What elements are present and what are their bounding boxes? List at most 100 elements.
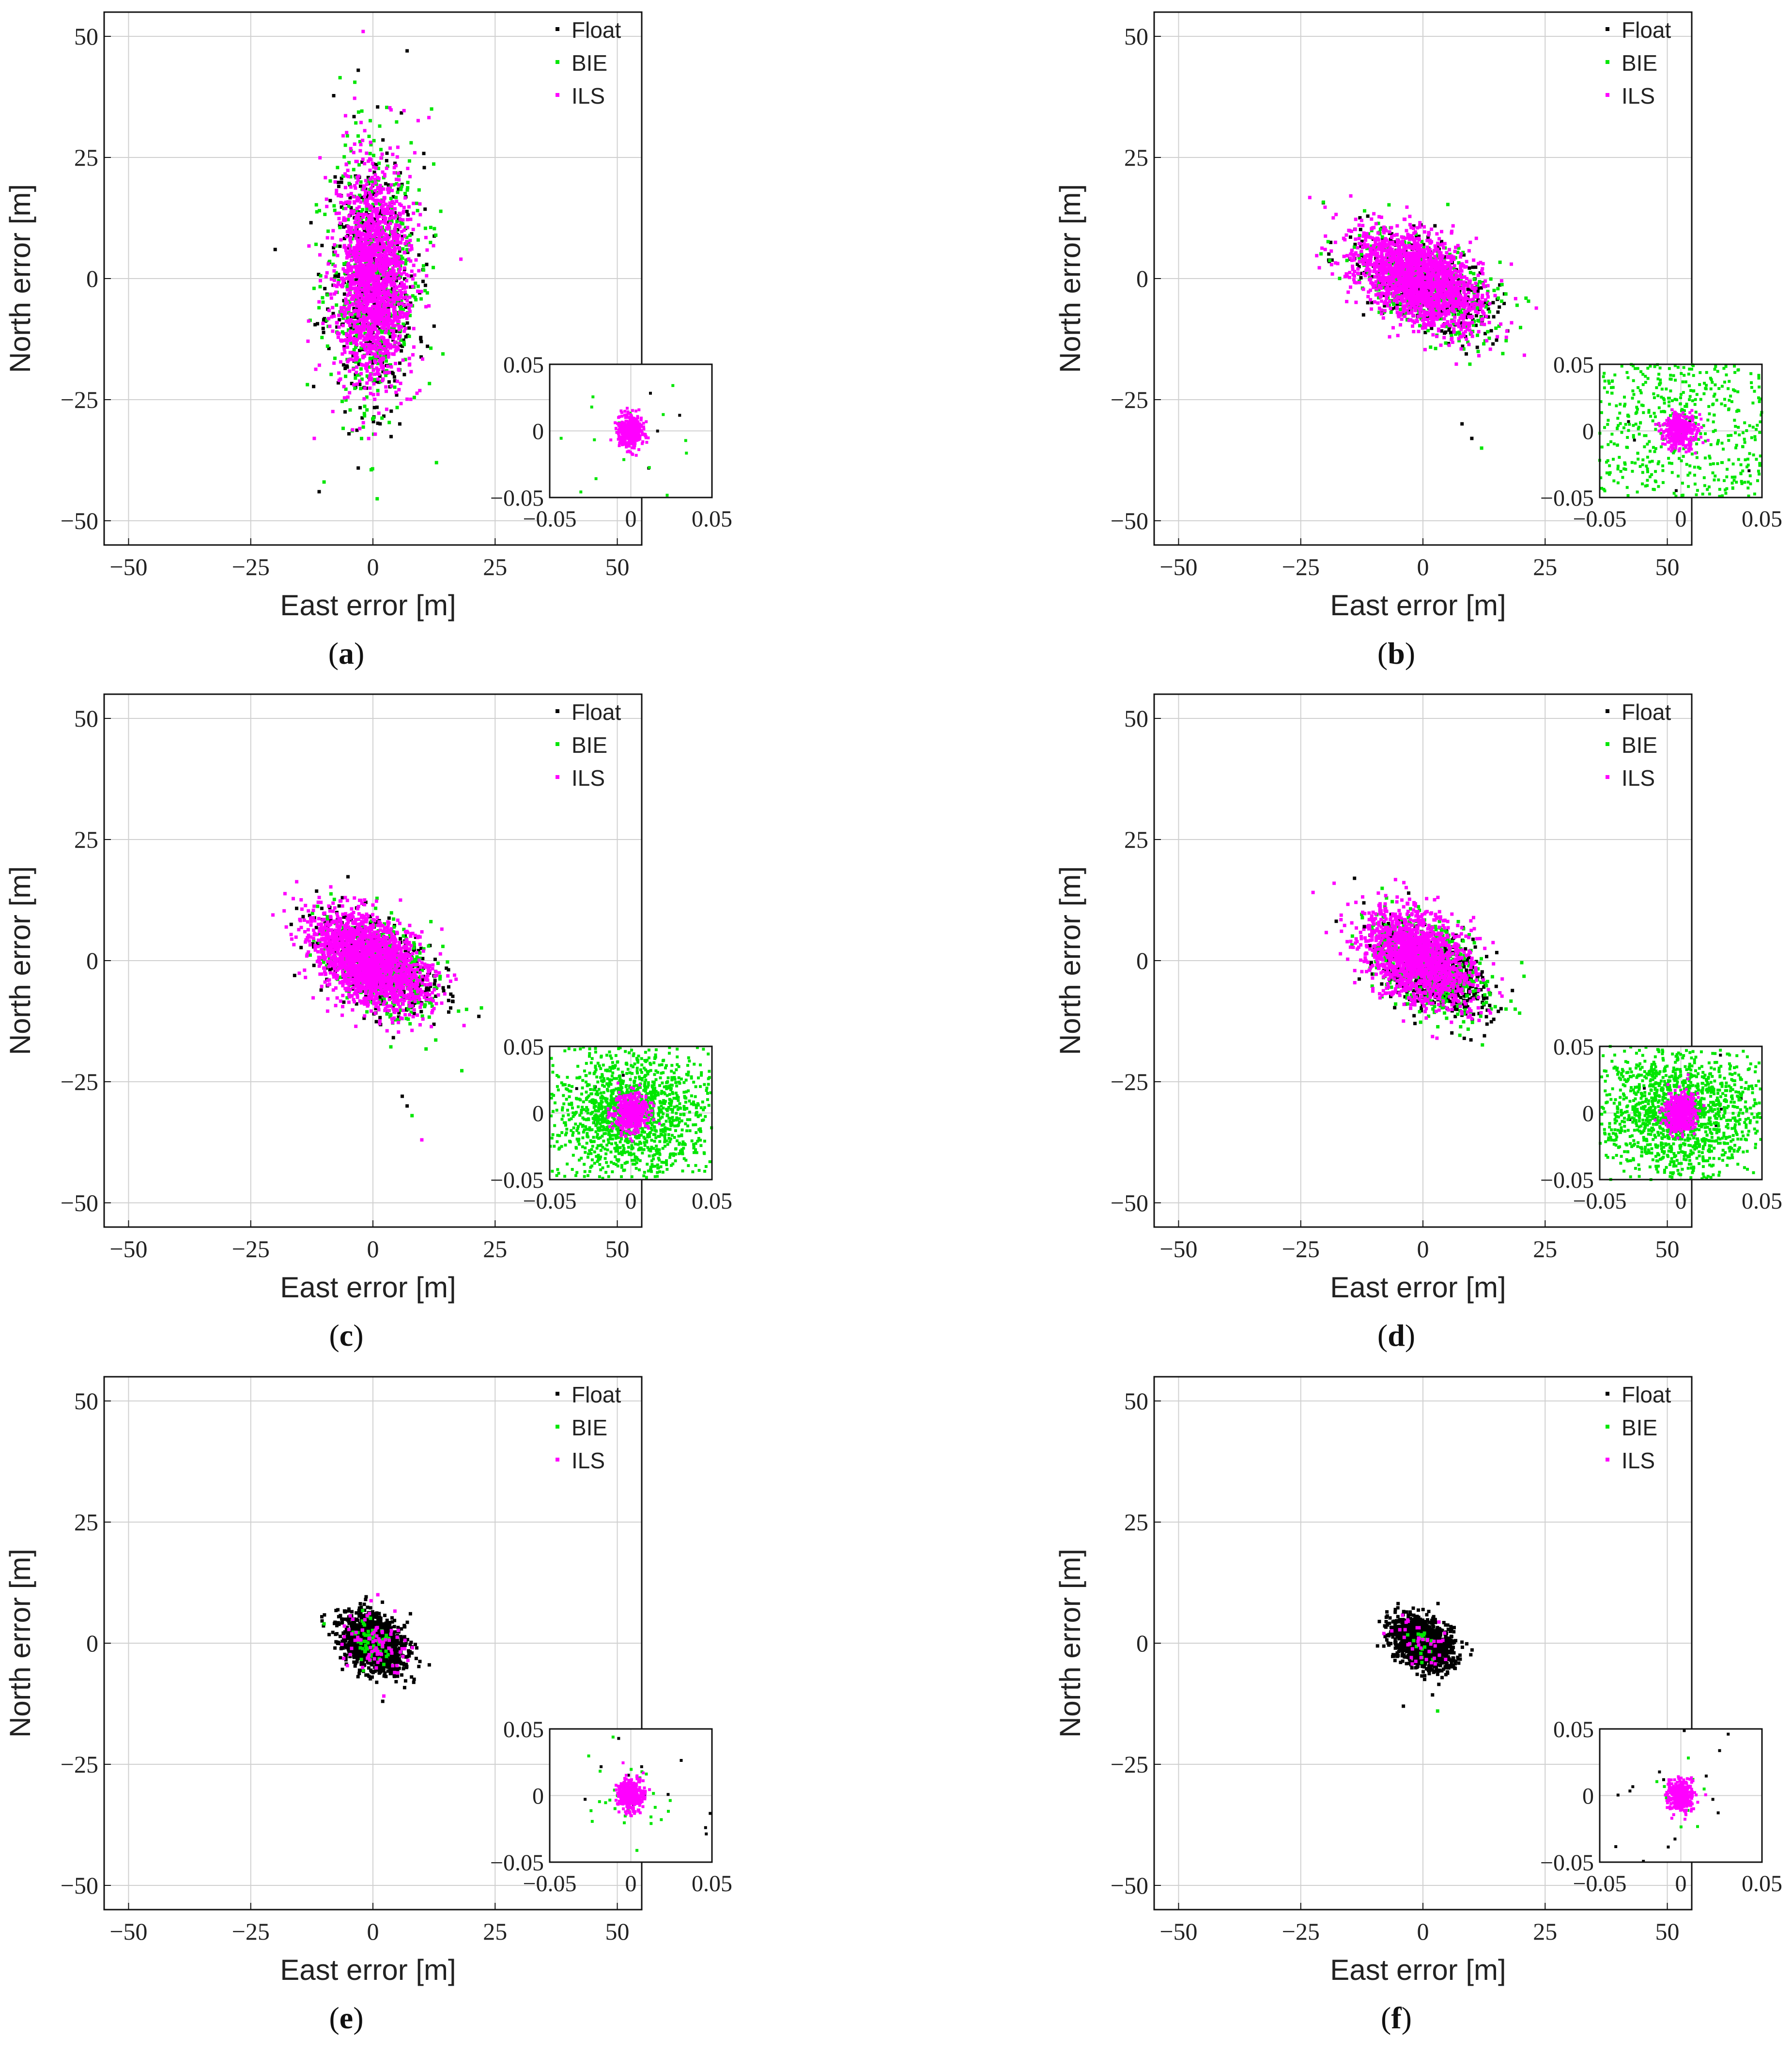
legend: Float BIE ILS (1606, 17, 1671, 109)
scatter-outlier (1460, 422, 1464, 426)
y-tick-label: 50 (1124, 705, 1148, 732)
scatter-outlier (401, 1094, 404, 1098)
inset-series-bie (1598, 363, 1763, 498)
x-tick-label: −50 (109, 1235, 147, 1262)
legend-marker-ils (556, 93, 559, 97)
legend-label-float: Float (1622, 700, 1671, 725)
x-tick-label: 50 (605, 1918, 630, 1945)
inset-x-tick-label: 0.05 (692, 1871, 732, 1897)
legend-label-bie: BIE (572, 50, 607, 76)
inset-y-tick-label: 0 (532, 419, 544, 445)
scatter-outlier (1504, 1007, 1508, 1011)
y-tick-label: 50 (1124, 23, 1148, 50)
y-tick-label: −50 (61, 1189, 98, 1216)
scatter-outlier (1353, 876, 1357, 880)
panel-caption: (c) (329, 1318, 363, 1353)
scatter-outlier (430, 107, 433, 111)
inset-y-tick-label: 0 (532, 1784, 544, 1809)
caption-close-paren: ) (353, 1318, 363, 1353)
inset-x-tick-label: 0.05 (1742, 1188, 1782, 1214)
scatter-outlier (1470, 436, 1474, 440)
x-tick-label: −50 (1159, 1918, 1197, 1945)
inset-points (1598, 363, 1763, 498)
legend-marker-float (1606, 27, 1609, 31)
scatter-outlier (381, 1699, 385, 1703)
legend-marker-bie (1606, 60, 1609, 64)
legend-marker-bie (556, 742, 559, 746)
chart-panel-c: −50 −25 0 25 50 −50 −25 0 25 50 East error [m] Nort… (4, 693, 732, 1353)
y-tick-label: −25 (61, 386, 98, 413)
legend-marker-ils (1606, 1458, 1609, 1462)
scatter-outlier (273, 248, 277, 251)
caption-open-paren: ( (1377, 636, 1388, 670)
scatter-points (273, 30, 463, 501)
scatter-outlier (1470, 1017, 1474, 1021)
y-tick-label: 0 (86, 265, 98, 292)
caption-letter: d (1388, 1318, 1405, 1353)
y-tick-label: −25 (1111, 386, 1148, 413)
y-tick-label: 25 (74, 1509, 98, 1536)
y-tick-label: −50 (1111, 1872, 1148, 1899)
caption-close-paren: ) (1405, 1318, 1415, 1353)
panel-caption: (e) (329, 2001, 363, 2035)
inset-y-tick-label: 0 (1582, 419, 1594, 445)
inset-x-tick-label: 0.05 (1742, 1871, 1782, 1897)
y-tick-label: 0 (1136, 1630, 1148, 1657)
scatter-series-ils (340, 1599, 415, 1698)
x-axis-label: East error [m] (280, 1954, 456, 1986)
inset-y-tick-label: 0 (1582, 1101, 1594, 1127)
inset-plot: −0.05 0 0.05 0.05 0 −0.05 (1540, 1034, 1782, 1214)
legend: Float BIE ILS (556, 1382, 621, 1473)
inset-frame (549, 1728, 713, 1863)
scatter-outlier (1382, 1632, 1386, 1635)
legend-label-bie: BIE (572, 1415, 607, 1440)
inset-series-ils (609, 406, 650, 457)
inset-x-tick-label: 0.05 (1742, 506, 1782, 532)
y-tick-label: −25 (61, 1068, 98, 1095)
legend-label-bie: BIE (1622, 50, 1657, 76)
x-tick-label: 50 (1655, 1918, 1680, 1945)
scatter-outlier (405, 1104, 409, 1108)
y-axis-label: North error [m] (4, 866, 36, 1055)
x-tick-label: 0 (1417, 1918, 1429, 1945)
inset-x-tick-label: 0 (1675, 506, 1687, 532)
x-tick-label: 50 (1655, 1235, 1680, 1262)
legend-label-ils: ILS (1622, 765, 1655, 791)
scatter-outlier (322, 480, 326, 484)
panel-caption: (f) (1381, 2001, 1412, 2035)
x-tick-label: −50 (1159, 553, 1197, 580)
y-axis-label: North error [m] (1054, 184, 1086, 373)
inset-frame (549, 363, 713, 498)
inset-x-tick-label: 0 (1675, 1871, 1687, 1897)
panel-caption: (d) (1377, 1318, 1415, 1353)
inset-x-tick-label: 0 (625, 1188, 637, 1214)
scatter-outlier (405, 49, 409, 53)
legend-marker-float (1606, 709, 1609, 713)
x-tick-label: −25 (1282, 1918, 1320, 1945)
caption-letter: b (1388, 636, 1405, 670)
x-tick-label: −25 (232, 553, 270, 580)
scatter-outlier (312, 436, 316, 440)
x-tick-label: 25 (1533, 553, 1557, 580)
y-tick-label: 0 (86, 947, 98, 974)
caption-letter: e (340, 2001, 353, 2035)
caption-open-paren: ( (1381, 2001, 1391, 2035)
scatter-outlier (1480, 446, 1483, 450)
x-tick-label: −50 (1159, 1235, 1197, 1262)
inset-y-tick-label: −0.05 (490, 1850, 544, 1876)
scatter-series-ils (306, 96, 435, 440)
inset-series-ils (1664, 1775, 1707, 1821)
y-tick-label: −25 (1111, 1068, 1148, 1095)
legend-marker-bie (1606, 742, 1609, 746)
y-axis-label: North error [m] (1054, 866, 1086, 1055)
inset-x-tick-label: 0.05 (692, 506, 732, 532)
x-tick-label: 25 (483, 1918, 507, 1945)
legend-marker-bie (1606, 1425, 1609, 1429)
legend-marker-float (1606, 1392, 1609, 1396)
scatter-series-ils (271, 880, 466, 1034)
inset-points (549, 1045, 713, 1180)
scatter-outlier (420, 1138, 424, 1142)
y-tick-label: 50 (74, 705, 98, 732)
legend-label-bie: BIE (572, 732, 607, 758)
scatter-points (1311, 876, 1526, 1047)
